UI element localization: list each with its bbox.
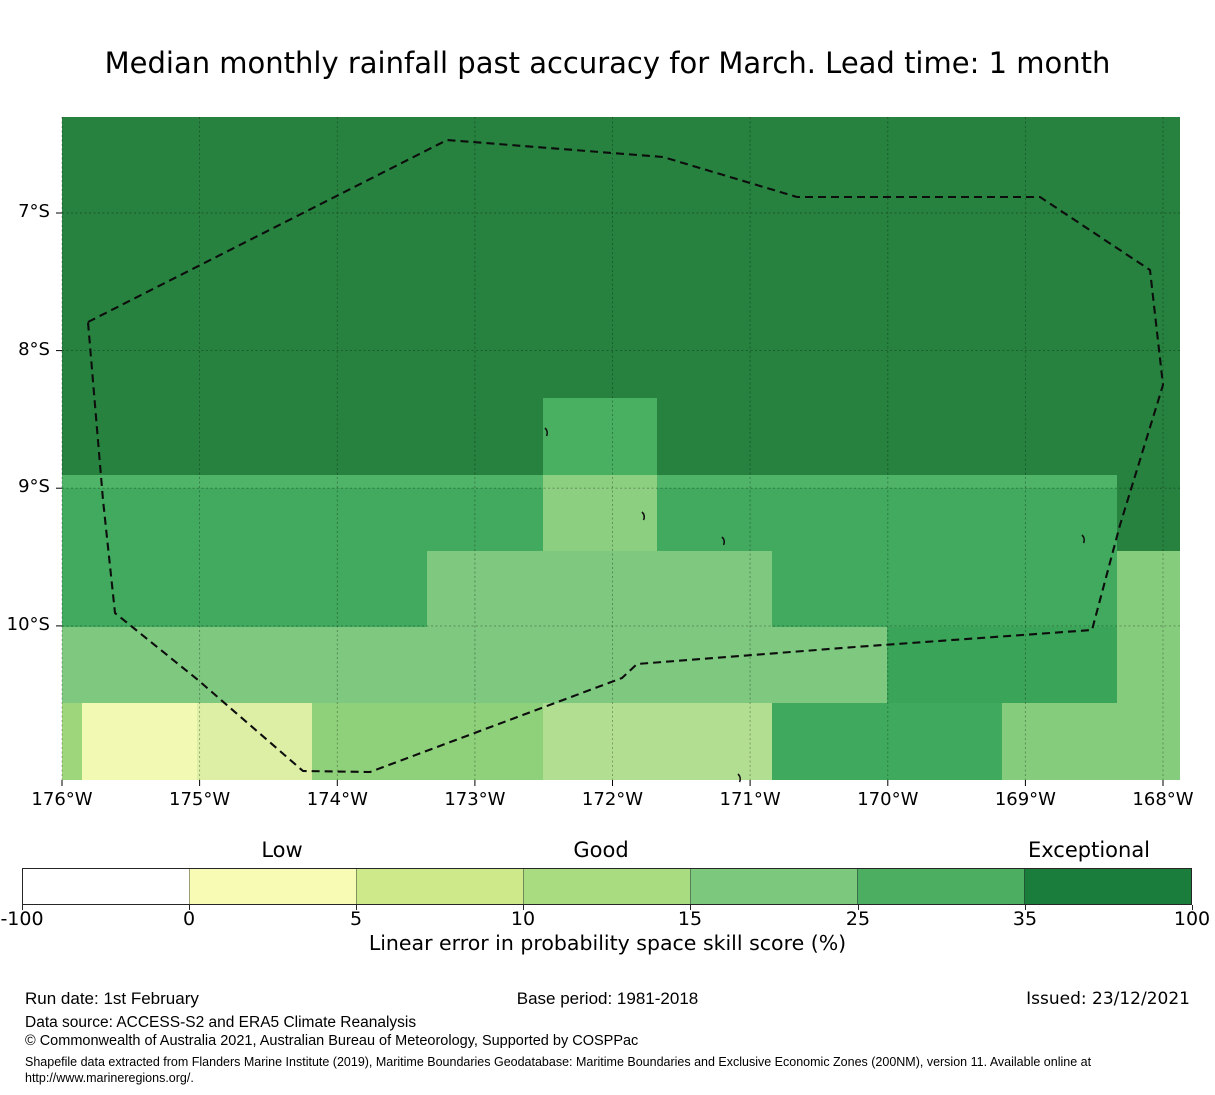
x-tick-label: 174°W	[306, 789, 368, 810]
x-tick-label: 169°W	[994, 789, 1056, 810]
eez-boundary-line	[86, 138, 1165, 774]
map-cell	[887, 627, 1117, 703]
colorbar-category-label: Low	[261, 838, 303, 862]
map-cell	[1117, 627, 1180, 703]
colorbar-tick-label: 0	[182, 908, 196, 930]
island-mark	[737, 773, 742, 783]
island-mark	[1081, 534, 1086, 544]
map-cell	[82, 703, 197, 780]
island-mark	[544, 427, 549, 437]
colorbar-tick-label: 15	[677, 908, 703, 930]
x-tick-label: 175°W	[169, 789, 231, 810]
map-cell	[427, 551, 772, 627]
colorbar-segment	[23, 869, 189, 904]
y-tick-label: 10°S	[6, 613, 50, 635]
x-tick-label: 168°W	[1132, 789, 1194, 810]
colorbar-caption: Linear error in probability space skill …	[368, 931, 847, 955]
colorbar-tick-mark	[523, 905, 524, 910]
shapefile-note-line2: http://www.marineregions.org/.	[25, 1071, 194, 1085]
map-cell	[62, 703, 82, 780]
y-tick-label: 8°S	[18, 338, 50, 360]
colorbar	[22, 868, 1192, 905]
colorbar-tick-label: 10	[510, 908, 536, 930]
copyright-text: © Commonwealth of Australia 2021, Austra…	[25, 1033, 639, 1049]
colorbar-segment	[690, 869, 857, 904]
shapefile-note: Shapefile data extracted from Flanders M…	[25, 1054, 1200, 1086]
map-cell	[1117, 475, 1180, 551]
colorbar-tick-label: 100	[1173, 908, 1211, 930]
colorbar-tick-mark	[356, 905, 357, 910]
map-cell	[543, 398, 657, 475]
map-cell	[1117, 551, 1180, 627]
data-source-text: Data source: ACCESS-S2 and ERA5 Climate …	[25, 1014, 417, 1031]
colorbar-tick-label: 25	[845, 908, 871, 930]
colorbar-tick-mark	[1192, 905, 1193, 910]
colorbar-tick-mark	[189, 905, 190, 910]
y-tick-label: 9°S	[18, 476, 50, 498]
colorbar-category-label: Good	[573, 838, 629, 862]
x-tick-label: 172°W	[581, 789, 644, 810]
figure-title: Median monthly rainfall past accuracy fo…	[104, 46, 1111, 80]
map-cell	[1002, 703, 1180, 780]
map-cell	[543, 703, 772, 780]
colorbar-tick-mark	[22, 905, 23, 910]
map-cell	[62, 627, 887, 703]
run-date-text: Run date: 1st February	[25, 989, 199, 1008]
base-period-text: Base period: 1981-2018	[516, 989, 699, 1008]
issued-date-text: Issued: 23/12/2021	[1026, 989, 1190, 1009]
island-mark	[641, 511, 646, 521]
map-cell	[197, 703, 312, 780]
colorbar-category-label: Exceptional	[1027, 838, 1151, 862]
y-tick-label: 7°S	[18, 201, 50, 222]
colorbar-segment	[356, 869, 523, 904]
map-cell	[543, 488, 657, 551]
island-mark	[721, 536, 726, 546]
shapefile-note-line1: Shapefile data extracted from Flanders M…	[25, 1055, 1092, 1069]
x-tick-label: 176°W	[31, 789, 93, 810]
map-canvas	[56, 117, 1180, 786]
x-tick-label: 170°W	[857, 789, 919, 810]
colorbar-tick-label: -100	[0, 908, 44, 930]
colorbar-segment	[1024, 869, 1191, 904]
map-cell	[772, 703, 1002, 780]
colorbar-tick-mark	[858, 905, 859, 910]
colorbar-segment	[857, 869, 1024, 904]
colorbar-tick-label: 35	[1012, 908, 1038, 930]
map-cell	[312, 703, 543, 780]
colorbar-tick-mark	[690, 905, 691, 910]
colorbar-segment	[523, 869, 690, 904]
x-tick-label: 171°W	[719, 789, 781, 810]
map-cell	[543, 475, 657, 488]
colorbar-tick-mark	[1025, 905, 1026, 910]
colorbar-tick-label: 5	[349, 908, 363, 930]
x-tick-label: 173°W	[444, 789, 506, 810]
colorbar-segment	[189, 869, 356, 904]
skill-map	[54, 117, 1188, 795]
colorbar-tick-labels: -100 0 5 10 15 25 35 100	[0, 905, 1215, 935]
